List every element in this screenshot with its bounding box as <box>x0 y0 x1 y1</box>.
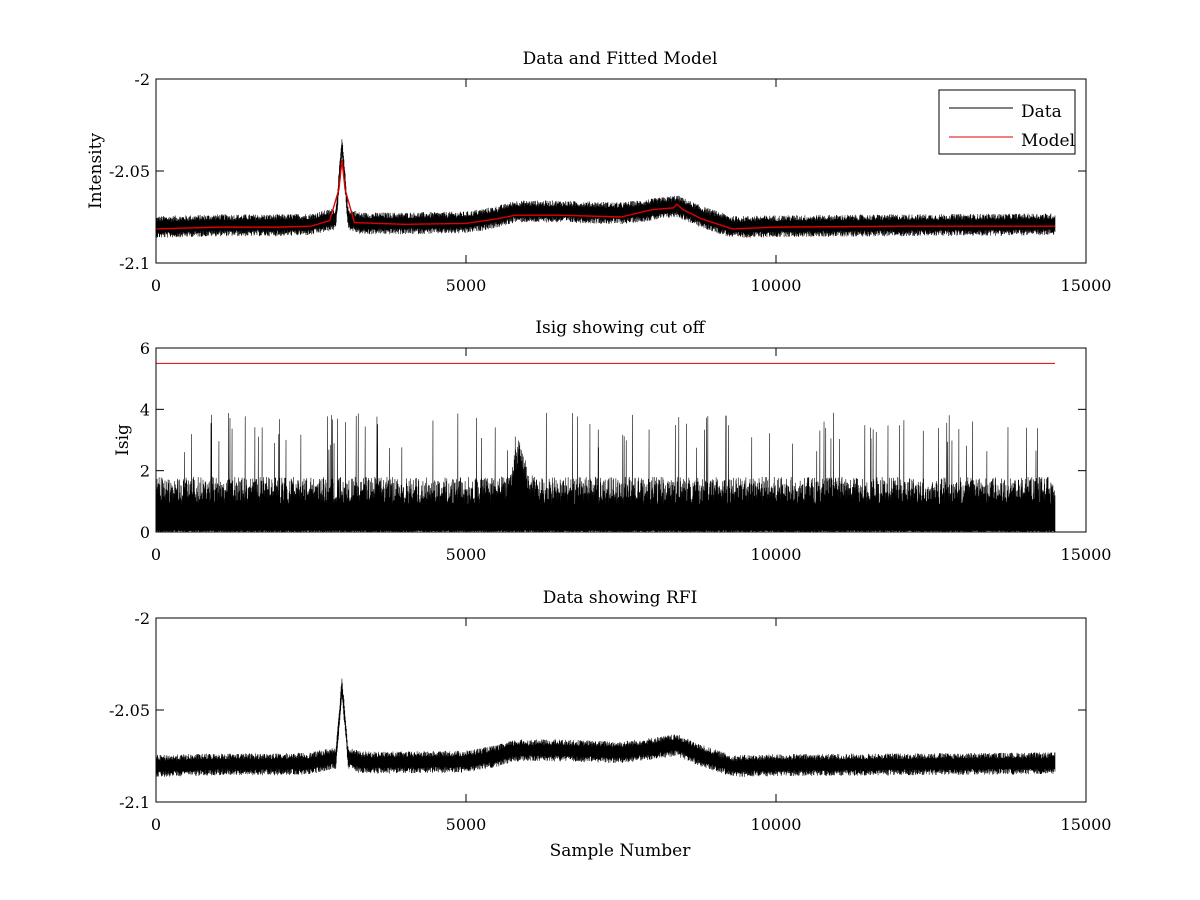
series-line-model <box>155 159 1055 230</box>
panel-title: Data and Fitted Model <box>523 49 718 69</box>
legend-box <box>938 89 1076 155</box>
panel-data-showing-rfi: Data showing RFI 0 5000 10000 15000 -2.1 -2.0… <box>109 588 1111 834</box>
legend: Data Model <box>938 89 1076 155</box>
x-tick-label: 15000 <box>1061 276 1112 295</box>
series-line-data <box>155 678 1056 777</box>
panel-title: Isig showing cut off <box>535 318 706 338</box>
y-tick-label: 6 <box>140 339 150 358</box>
x-tick-label: 10000 <box>751 815 802 834</box>
x-tick-label: 10000 <box>751 545 802 564</box>
axes: 0 5000 10000 15000 -2.1 -2.05 -2 <box>109 609 1111 834</box>
panel-data-and-fitted-model: Data and Fitted Model Intensity 0 5000 100… <box>86 49 1111 295</box>
legend-label-data: Data <box>1021 102 1062 122</box>
legend-label-model: Model <box>1021 131 1075 151</box>
x-tick-label: 5000 <box>446 276 487 295</box>
y-tick-label: -2.1 <box>119 793 150 812</box>
y-tick-label: -2.05 <box>109 162 150 181</box>
y-tick-label: 0 <box>140 523 150 542</box>
y-axis-label: Isig <box>113 424 133 456</box>
y-axis-label: Intensity <box>86 133 106 209</box>
x-tick-label: 5000 <box>446 545 487 564</box>
axes: 0 5000 10000 15000 -2.1 -2.05 -2 <box>109 70 1111 295</box>
x-tick-label: 5000 <box>446 815 487 834</box>
x-tick-label: 0 <box>151 276 161 295</box>
x-tick-label: 0 <box>151 545 161 564</box>
panel-title: Data showing RFI <box>543 588 698 608</box>
y-tick-label: -2 <box>134 609 150 628</box>
y-tick-label: 2 <box>140 462 150 481</box>
panel-isig-showing-cut-off: Isig showing cut off Isig 0 5000 10000 1500… <box>113 318 1111 564</box>
y-tick-label: -2.1 <box>119 254 150 273</box>
plot-area <box>155 139 1056 239</box>
y-tick-label: -2 <box>134 70 150 89</box>
x-tick-label: 15000 <box>1061 545 1112 564</box>
y-tick-label: 4 <box>140 400 150 419</box>
axes: 0 5000 10000 15000 0 2 4 6 <box>140 339 1112 564</box>
series-line-data <box>155 139 1056 239</box>
x-tick-label: 0 <box>151 815 161 834</box>
series-line-isig <box>155 412 1056 533</box>
plot-area <box>155 678 1056 777</box>
x-tick-label: 15000 <box>1061 815 1112 834</box>
x-tick-label: 10000 <box>751 276 802 295</box>
x-axis-label: Sample Number <box>550 841 692 861</box>
axes-frame <box>155 347 1087 533</box>
plot-area <box>155 362 1056 533</box>
y-tick-label: -2.05 <box>109 701 150 720</box>
